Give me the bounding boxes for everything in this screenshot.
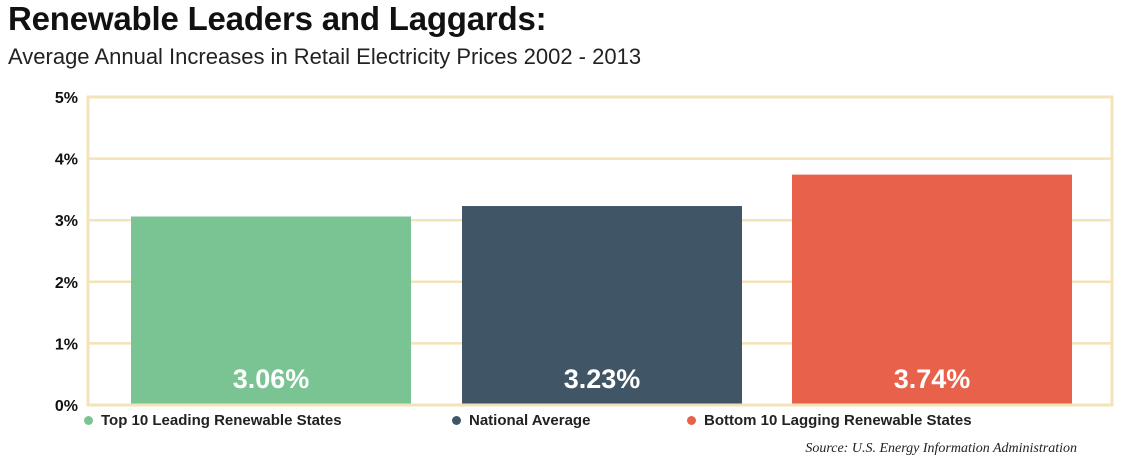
bar-national [462, 206, 742, 405]
legend-item-leaders: Top 10 Leading Renewable States [84, 412, 342, 429]
y-tick-label: 3% [55, 213, 78, 230]
bar-value-label: 3.06% [233, 364, 310, 394]
bar-leaders [131, 216, 411, 405]
legend-dot-icon [452, 416, 461, 425]
y-axis: 0% 1% 2% 3% 4% 5% [55, 90, 78, 415]
y-tick-label: 5% [55, 90, 78, 107]
legend-dot-icon [84, 416, 93, 425]
bar-value-label: 3.23% [564, 364, 641, 394]
chart-subtitle: Average Annual Increases in Retail Elect… [8, 44, 642, 69]
bar-laggards [792, 174, 1072, 405]
legend-label-laggards: Bottom 10 Lagging Renewable States [704, 412, 972, 429]
plot-frame [86, 95, 1114, 407]
source-note: Source: U.S. Energy Information Administ… [805, 441, 1077, 456]
bar-value-labels: 3.06% 3.23% 3.74% [233, 364, 971, 394]
legend: Top 10 Leading Renewable States National… [84, 412, 1114, 434]
y-tick-label: 0% [55, 398, 78, 415]
y-tick-label: 4% [55, 152, 78, 169]
y-tick-label: 2% [55, 275, 78, 292]
y-tick-label: 1% [55, 336, 78, 353]
legend-label-national: National Average [469, 412, 591, 429]
legend-label-leaders: Top 10 Leading Renewable States [101, 412, 342, 429]
chart-title: Renewable Leaders and Laggards: [8, 0, 547, 37]
legend-item-laggards: Bottom 10 Lagging Renewable States [687, 412, 972, 429]
legend-dot-icon [687, 416, 696, 425]
bars [131, 174, 1072, 405]
bar-value-label: 3.74% [894, 364, 971, 394]
legend-item-national: National Average [452, 412, 590, 429]
